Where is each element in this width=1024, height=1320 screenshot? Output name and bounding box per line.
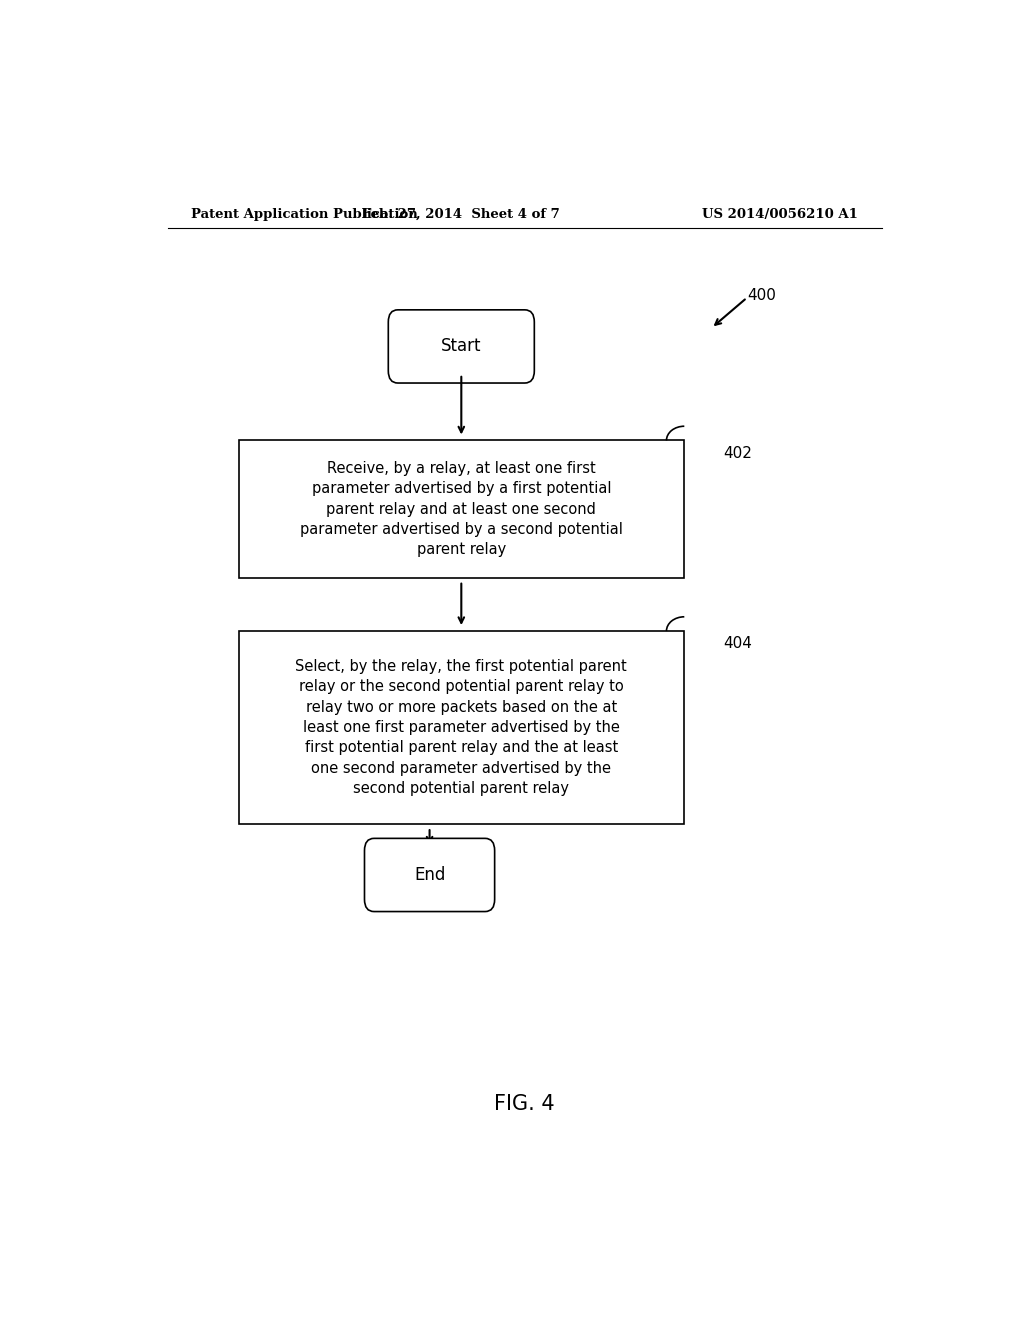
Text: 404: 404: [723, 636, 752, 651]
Text: Select, by the relay, the first potential parent
relay or the second potential p: Select, by the relay, the first potentia…: [296, 659, 627, 796]
Text: Receive, by a relay, at least one first
parameter advertised by a first potentia: Receive, by a relay, at least one first …: [300, 461, 623, 557]
Text: 402: 402: [723, 446, 752, 461]
Text: Patent Application Publication: Patent Application Publication: [191, 207, 418, 220]
FancyBboxPatch shape: [239, 441, 684, 578]
Text: Feb. 27, 2014  Sheet 4 of 7: Feb. 27, 2014 Sheet 4 of 7: [362, 207, 560, 220]
Text: End: End: [414, 866, 445, 884]
Text: US 2014/0056210 A1: US 2014/0056210 A1: [702, 207, 858, 220]
Text: FIG. 4: FIG. 4: [495, 1094, 555, 1114]
FancyBboxPatch shape: [365, 838, 495, 912]
FancyBboxPatch shape: [388, 310, 535, 383]
Text: 400: 400: [748, 288, 776, 304]
FancyBboxPatch shape: [239, 631, 684, 824]
Text: Start: Start: [441, 338, 481, 355]
